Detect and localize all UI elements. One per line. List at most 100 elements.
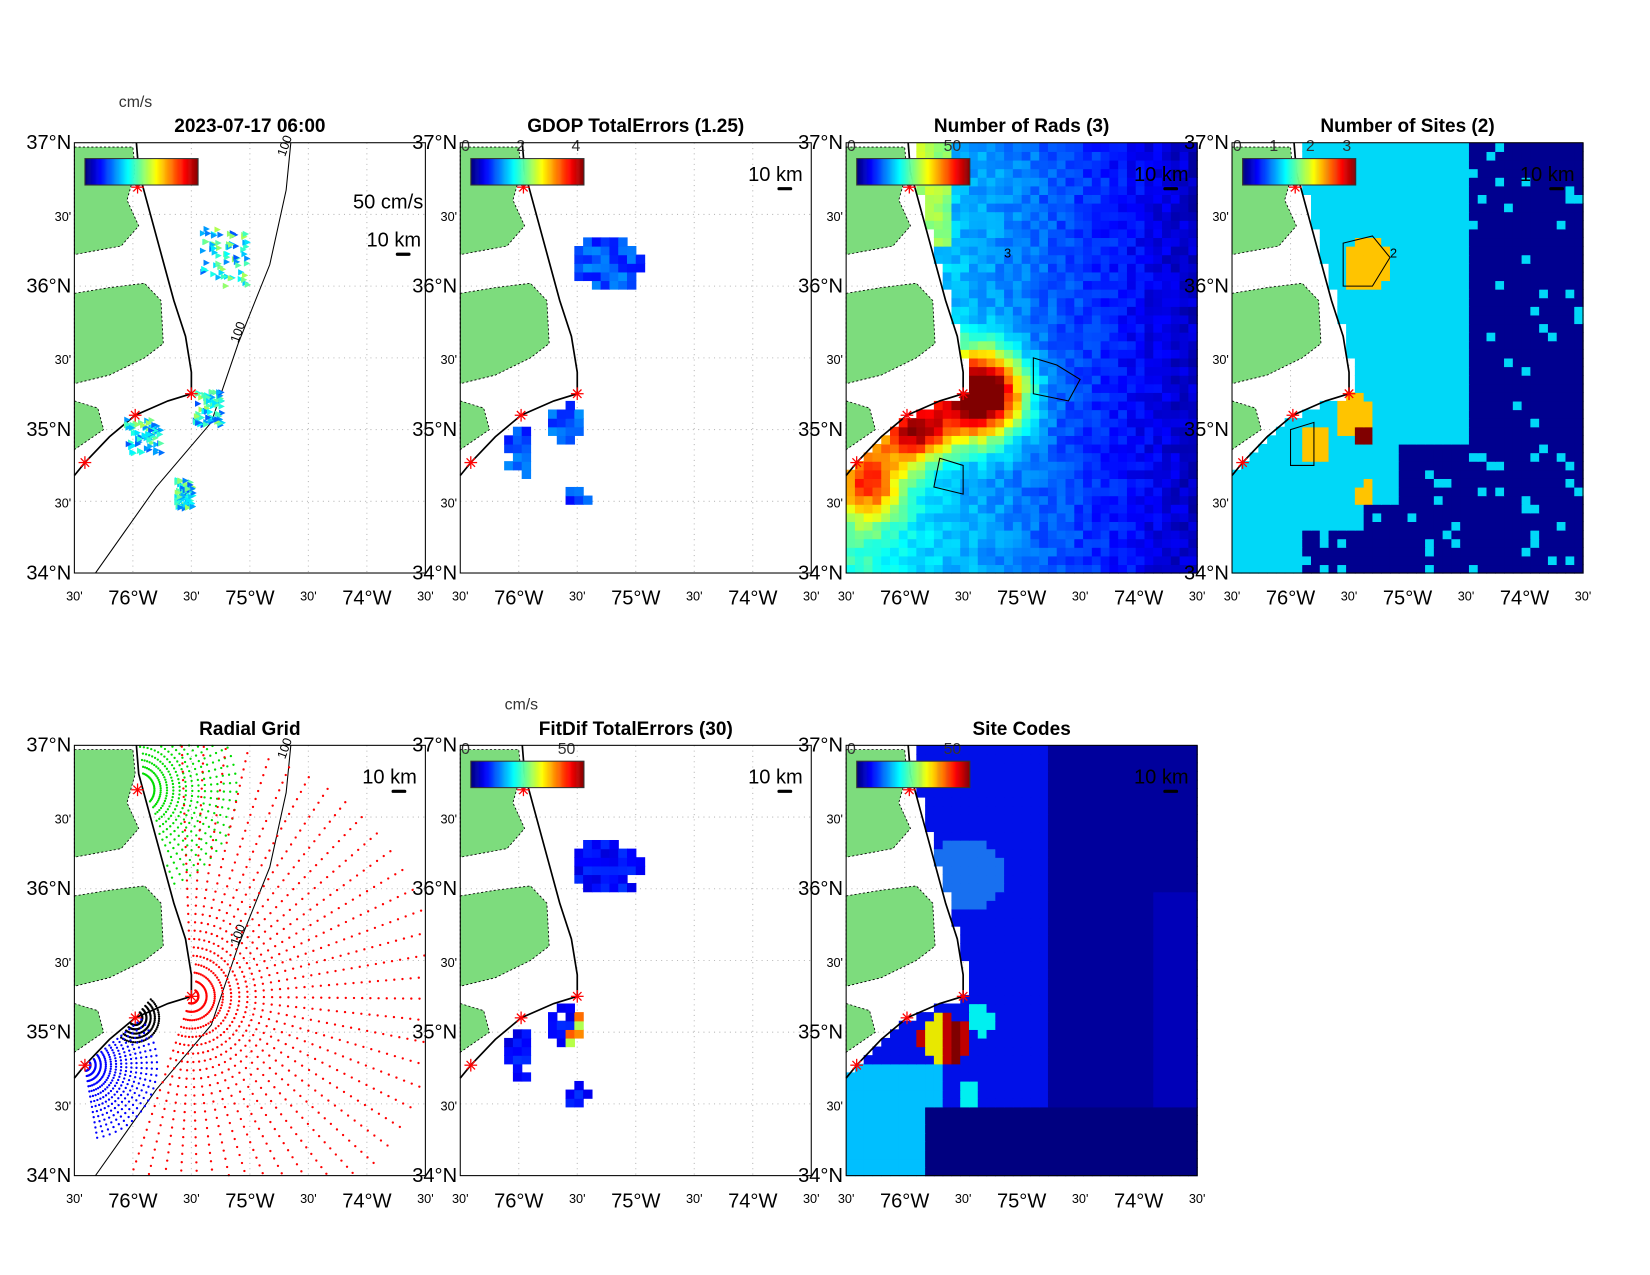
contour-line <box>1289 421 1315 466</box>
y-tick-label: 37°N <box>798 132 843 154</box>
distance-scale-label: 10 km <box>1134 766 1189 788</box>
radar-site-marker <box>185 387 198 401</box>
colorbar-tick-label: 50 <box>944 741 962 758</box>
radar-site-marker <box>1342 387 1356 401</box>
y-tick-label: 30' <box>441 497 458 511</box>
x-tick-label: 30' <box>1189 589 1206 603</box>
land-area <box>845 282 936 385</box>
land-area <box>73 282 164 385</box>
radar-site-marker <box>514 1011 528 1025</box>
current-vectors <box>123 225 252 512</box>
y-tick-label: 37°N <box>412 132 457 154</box>
y-tick-label: 30' <box>441 956 458 970</box>
y-tick-label: 30' <box>441 353 458 367</box>
radar-site-marker <box>850 1058 864 1072</box>
y-tick-label: 30' <box>826 956 843 970</box>
data-cells <box>846 142 1198 574</box>
x-tick-label: 30' <box>1458 589 1475 603</box>
x-tick-label: 30' <box>1072 589 1089 603</box>
x-tick-label: 30' <box>1341 589 1358 603</box>
y-tick-label: 35°N <box>798 1022 843 1044</box>
x-tick-label: 30' <box>803 589 820 603</box>
colorbar-tick-label: 50 <box>558 741 576 758</box>
y-tick-label: 34°N <box>412 562 457 584</box>
distance-scale-bar <box>777 789 793 793</box>
radar-site-marker <box>1286 408 1300 422</box>
y-tick-label: 30' <box>55 353 72 367</box>
radar-site-marker <box>570 989 584 1003</box>
colorbar-tick-label: 2 <box>516 138 525 155</box>
land-area <box>845 885 936 987</box>
land-area <box>1231 282 1322 385</box>
radar-site-marker <box>850 456 864 469</box>
y-tick-label: 36°N <box>26 275 71 297</box>
map-panel-gdop: 0 2 4 10 km 37°N 30' 36°N 30' 35°N 30' 34°N 30' 76°W… <box>412 116 819 610</box>
distance-scale-label: 10 km <box>1520 164 1575 186</box>
x-tick-label: 75°W <box>225 588 274 610</box>
x-tick-label: 75°W <box>611 588 660 610</box>
colorbar-tick-label: 0 <box>461 741 470 758</box>
vector-scale-label: 50 cm/s <box>353 191 423 213</box>
y-tick-label: 30' <box>55 1099 72 1113</box>
y-tick-label: 36°N <box>412 878 457 900</box>
x-tick-label: 30' <box>1189 1192 1206 1206</box>
panel-title: 2023-07-17 06:00 <box>174 116 325 137</box>
radial-grid-points <box>84 744 426 1177</box>
x-tick-label: 76°W <box>1266 588 1315 610</box>
axes-frame <box>459 744 812 1177</box>
x-tick-label: 30' <box>838 589 855 603</box>
radar-site-marker <box>464 456 478 469</box>
colorbar-unit: cm/s <box>119 94 153 111</box>
x-tick-label: 30' <box>300 589 317 603</box>
radar-site-marker <box>956 387 970 401</box>
x-tick-label: 30' <box>838 1192 855 1206</box>
x-tick-label: 30' <box>955 589 972 603</box>
x-tick-label: 30' <box>686 589 703 603</box>
distance-scale-label: 10 km <box>366 229 421 251</box>
distance-scale-bar <box>391 789 407 793</box>
y-tick-label: 34°N <box>1184 562 1229 584</box>
colorbar <box>1242 158 1357 186</box>
x-tick-label: 30' <box>1072 1192 1089 1206</box>
distance-scale-bar <box>395 252 411 256</box>
contour-label: 100 <box>275 133 295 158</box>
x-tick-label: 30' <box>66 589 83 603</box>
x-tick-label: 30' <box>183 1192 200 1206</box>
x-tick-label: 75°W <box>997 588 1046 610</box>
contour-label: 100 <box>275 736 295 761</box>
coastline <box>459 142 579 477</box>
y-tick-label: 35°N <box>412 419 457 441</box>
y-tick-label: 30' <box>826 353 843 367</box>
contour-line <box>1342 235 1391 287</box>
x-tick-label: 74°W <box>728 1190 777 1212</box>
coastline <box>845 745 964 1079</box>
map-panel-site-codes: 0 50 10 km 37°N 30' 36°N 30' 35°N 30' 34°N 30' 76°W… <box>798 719 1205 1213</box>
coastline <box>459 745 579 1079</box>
x-tick-label: 30' <box>452 589 469 603</box>
distance-scale-label: 10 km <box>748 164 803 186</box>
map-panel-radial-grid: 100 100 10 km 37°N 30' 36°N 30' 35°N 30' 34°N 30' 7… <box>26 719 433 1213</box>
axes-frame <box>73 142 426 574</box>
panel-title: Number of Sites (2) <box>1320 116 1494 137</box>
y-tick-label: 37°N <box>26 735 71 757</box>
radar-site-marker <box>78 456 92 469</box>
x-tick-label: 30' <box>569 589 586 603</box>
y-tick-label: 34°N <box>26 1165 71 1187</box>
colorbar-tick-label: 1 <box>1269 138 1278 155</box>
y-tick-label: 30' <box>826 812 843 826</box>
data-cells <box>504 839 646 1108</box>
land-area <box>73 885 164 987</box>
x-tick-label: 30' <box>452 1192 469 1206</box>
x-tick-label: 75°W <box>225 1190 274 1212</box>
radar-site-marker <box>956 989 970 1003</box>
y-tick-label: 37°N <box>412 735 457 757</box>
x-tick-label: 30' <box>66 1192 83 1206</box>
x-tick-label: 30' <box>569 1192 586 1206</box>
distance-scale-label: 10 km <box>362 766 417 788</box>
panel-title: FitDif TotalErrors (30) <box>539 719 733 740</box>
map-panel-surface-currents: 100 100 cm/s 50 cm/s 10 km 37°N 30' 36°N 30' 35°N… <box>26 94 433 610</box>
y-tick-label: 35°N <box>26 1022 71 1044</box>
x-tick-label: 75°W <box>997 1190 1046 1212</box>
radar-site-marker <box>185 989 198 1003</box>
colorbar <box>470 158 585 186</box>
